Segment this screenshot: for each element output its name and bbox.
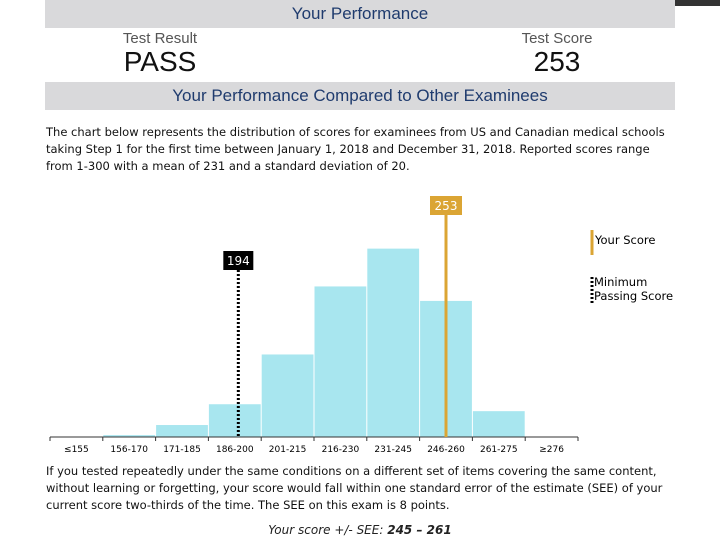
edge-shadow xyxy=(660,0,720,6)
x-tick-label: 171-185 xyxy=(163,445,201,455)
bar xyxy=(314,286,367,437)
result-label: Test Result xyxy=(122,30,198,47)
your-score-label: 253 xyxy=(435,199,458,213)
your-score-box xyxy=(430,196,462,215)
result: PASS xyxy=(123,46,197,77)
legend-label-box: Minimum Passing Score xyxy=(594,275,674,303)
passing-label: 194 xyxy=(227,254,250,268)
bar xyxy=(367,248,420,437)
score: 253 xyxy=(533,46,581,77)
bar xyxy=(261,354,314,437)
see-label: Your score +/- SEE: xyxy=(268,523,384,537)
legend-label: Minimum Passing Score xyxy=(594,275,674,303)
see-range: 245 – 261 xyxy=(387,523,452,537)
see-line: Your score +/- SEE: 245 – 261 xyxy=(0,523,720,537)
legend-label: Your Score xyxy=(594,233,655,247)
section-band: Your Performance Compared to Other Exami… xyxy=(45,82,675,110)
x-tick-label: 231-245 xyxy=(374,445,412,455)
x-tick-label: 216-230 xyxy=(322,445,360,455)
bar xyxy=(208,404,261,437)
bar xyxy=(472,411,525,437)
title-band: Your Performance xyxy=(45,0,675,28)
x-tick-label: ≥276 xyxy=(539,445,564,455)
histogram: ≤155 156-170 171-185 186-200 201-215 216-230 2… xyxy=(49,196,674,455)
score-label: Test Score xyxy=(521,30,593,47)
x-tick-label: ≤155 xyxy=(64,445,89,455)
bar xyxy=(156,425,208,437)
x-tick-label: 156-170 xyxy=(110,445,148,455)
x-tick-label: 201-215 xyxy=(269,445,307,455)
description: The chart below represents the distribut… xyxy=(46,125,665,173)
bar xyxy=(103,435,156,437)
passing-box xyxy=(223,251,254,270)
x-tick-label: 261-275 xyxy=(480,445,518,455)
see-note: If you tested repeatedly under the same … xyxy=(46,464,663,512)
x-tick-label: 186-200 xyxy=(216,445,254,455)
x-tick-label: 246-260 xyxy=(427,445,465,455)
